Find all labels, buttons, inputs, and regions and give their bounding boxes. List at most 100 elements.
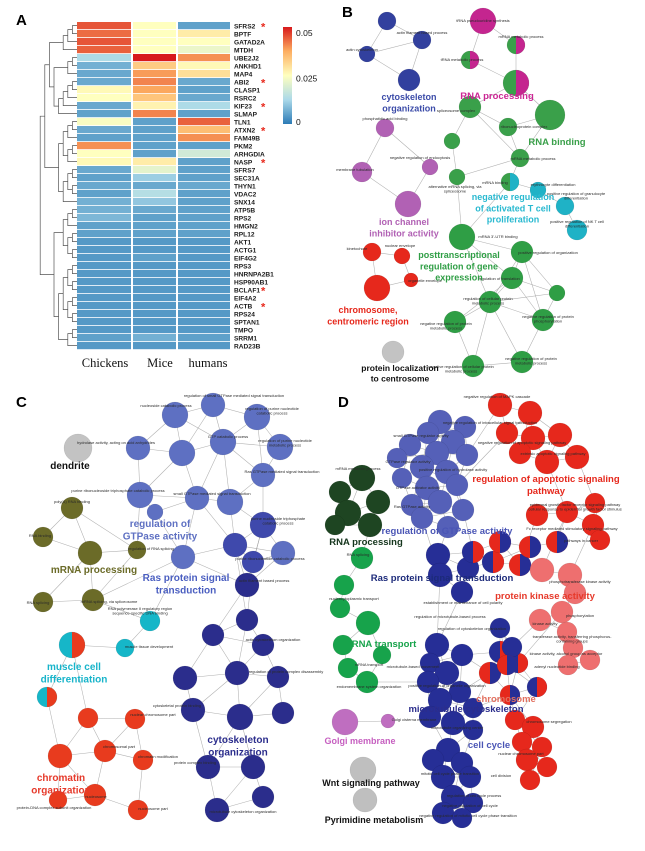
heatmap-cell [133, 182, 176, 190]
gene-label: HSP90AB1 [234, 279, 268, 286]
node-label: Fc receptor mediated stimulatory signali… [526, 526, 617, 531]
network-node [352, 787, 378, 813]
network-node-half [520, 554, 531, 576]
node-label: establishment or maintenance of cell pol… [424, 600, 503, 605]
node-label: negative regulation of intracellular sig… [443, 420, 537, 425]
network-node [357, 512, 383, 538]
heatmap-cell [133, 198, 176, 206]
network-node [241, 550, 265, 574]
panel-d-letter: D [338, 394, 349, 411]
gene-label: PKM2 [234, 143, 253, 150]
network-node [498, 117, 518, 137]
network-node [495, 421, 519, 445]
cluster-title: RNA processing [460, 91, 534, 102]
cluster-title: Ras protein signal transduction [371, 573, 514, 584]
heatmap-cell [133, 246, 176, 254]
network-node [146, 503, 164, 521]
node-label: nuclear envelope [385, 243, 416, 248]
heatmap-cell [178, 102, 230, 110]
network-node [170, 544, 196, 570]
gene-label: RPL12 [234, 231, 255, 238]
dendrogram [39, 25, 77, 346]
node-label: positive regulation of organization [518, 250, 578, 255]
heatmap-cell [77, 62, 131, 70]
network-edge [456, 432, 508, 486]
network-node [124, 708, 146, 730]
heatmap-panel: SFRS2 * BPTFGATAD2AMTDHUBE2J2ANKHD1MAP4ABI… [39, 21, 318, 370]
network-node [329, 597, 351, 619]
node-label: nucleosome [85, 794, 107, 799]
network-node [394, 190, 422, 218]
gene-label: RAD23B [234, 343, 261, 350]
heatmap-cell [77, 182, 131, 190]
network-node [201, 623, 225, 647]
node-label: metabolic process [430, 325, 462, 330]
gene-label: CLASP1 [234, 87, 260, 94]
network-node [209, 428, 237, 456]
cluster-title: regulation of apoptotic signaling [472, 474, 619, 485]
network-node [375, 118, 395, 138]
network-node [351, 161, 373, 183]
network-node [266, 433, 294, 461]
network-node [416, 421, 440, 445]
network-node [501, 636, 523, 658]
network-node [461, 354, 485, 378]
network-nodes [351, 7, 588, 378]
node-label: RNA polymerase II regulatory region [108, 606, 172, 611]
gene-label: EIF4G2 [234, 255, 257, 262]
network-node-labels: poly(A) RNA binding RNA binding regulation… [17, 393, 324, 814]
node-label: kinase activity, alcohol group as accept… [530, 651, 603, 656]
heatmap-cell [178, 62, 230, 70]
gene-label: ARHGDIA [234, 151, 265, 158]
network-node-half [473, 541, 484, 563]
network-node [249, 511, 277, 539]
node-label: GTPase activator activity [396, 485, 440, 490]
network-node [421, 158, 439, 176]
network-node [60, 496, 84, 520]
network-node [32, 526, 54, 548]
node-label: purine nucleoside triphosphate [251, 516, 306, 521]
heatmap-cell [178, 278, 230, 286]
cluster-title: microtubule cytoskeleton [408, 704, 523, 715]
node-label: spliceosome complex [437, 108, 475, 113]
network-edge [489, 301, 523, 363]
heatmap-cell [77, 166, 131, 174]
heatmap-cell [178, 78, 230, 86]
heatmap-cell [77, 214, 131, 222]
network-edge [489, 292, 558, 303]
node-label: sequence-specific DNA binding [112, 610, 167, 615]
cluster-title: cytoskeleton [207, 735, 268, 746]
heatmap-cell [178, 246, 230, 254]
heatmap-cell [77, 102, 131, 110]
network-node [125, 435, 151, 461]
heatmap-cell [133, 206, 176, 214]
heatmap-cell [77, 134, 131, 142]
network-node [83, 783, 107, 807]
node-label: chromosomal part [103, 744, 136, 749]
heatmap-cell [178, 110, 230, 118]
network-node [337, 657, 359, 679]
network-node [555, 500, 579, 524]
network-node [451, 807, 473, 829]
network-node-half [557, 531, 568, 553]
node-label: GTP catabolic process [208, 434, 248, 439]
heatmap-cell [133, 238, 176, 246]
network-node [462, 697, 484, 719]
cluster-title: organization [208, 748, 267, 759]
node-label: negative regulation of protein [505, 356, 557, 361]
node-label: membrane tubulation [336, 167, 374, 172]
node-label: actin filament based process [239, 578, 290, 583]
heatmap-cell [77, 198, 131, 206]
network-node [443, 132, 461, 150]
heatmap-cell [77, 318, 131, 326]
node-label: RNA splicing [27, 600, 50, 605]
node-label: alternative mRNA splicing, via [429, 184, 483, 189]
heatmap-cell [133, 102, 176, 110]
heatmap-cell [178, 238, 230, 246]
cluster-title: chromosome, [338, 305, 397, 315]
network-node [348, 464, 376, 492]
cluster-title: Golgi membrane [324, 736, 395, 746]
heatmap-cell [77, 38, 131, 46]
network-panel-C: poly(A) RNA binding RNA binding regulation… [17, 392, 324, 823]
